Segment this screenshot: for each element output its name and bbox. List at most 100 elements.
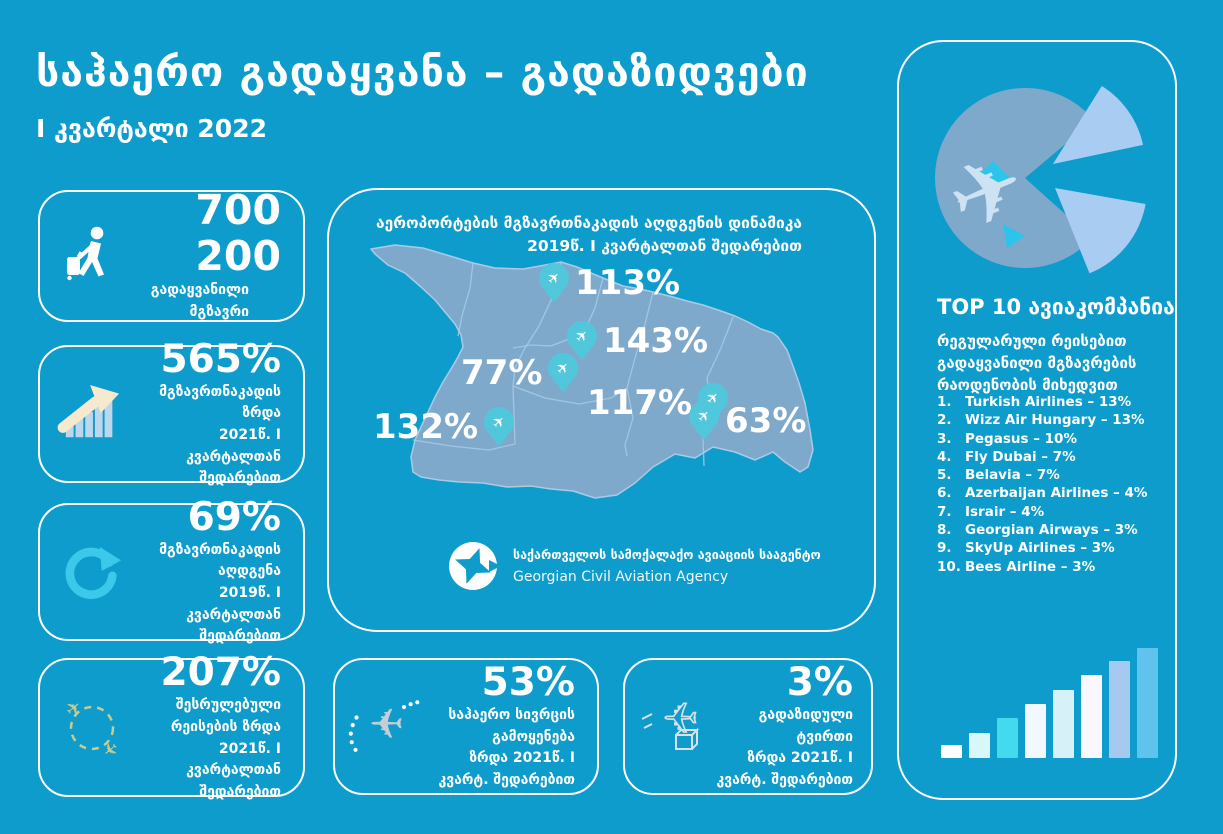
airline-item: 9. SkyUp Airlines – 3% (937, 539, 1159, 557)
bar (969, 733, 990, 758)
airport-marker: ✈ 113% (539, 263, 681, 303)
top10-subtitle-line2: გადაყვანილი მგზავრების (937, 354, 1137, 373)
bar (997, 718, 1018, 758)
airline-item: 3. Pegasus – 10% (937, 430, 1159, 448)
pie-chart-graphic: ✈ (933, 86, 1146, 274)
airport-recovery-value: 77% (461, 353, 543, 393)
planes-orbit-icon: ✈ ✈ (52, 696, 132, 760)
stat-card-passengers: 700 200 გადაყვანილი მგზავრი (38, 186, 305, 322)
growth-bars-chart (941, 648, 1158, 758)
top10-heading: TOP 10 ავიაკომპანია (937, 295, 1175, 319)
bar (1025, 704, 1046, 758)
bar (1109, 661, 1130, 758)
airline-label: Israir – 4% (965, 503, 1045, 520)
stat-label: მგზავრთნაკადის ზრდა (159, 383, 281, 422)
bar-chart-up-icon (52, 383, 132, 445)
airport-recovery-value: 63% (725, 401, 807, 441)
airport-map-panel: აეროპორტების მგზავრთნაკადის აღდგენის დინ… (327, 188, 876, 632)
airline-rank: 2. (937, 412, 952, 429)
stat-card-airspace: ✈ 53% საჰაერო სივრცის გამოყენება ზრდა 20… (333, 658, 599, 795)
stat-value: 3% (786, 660, 853, 706)
airline-item: 8. Georgian Airways – 3% (937, 521, 1159, 539)
stat-label: გადაზიდული ტვირთი (758, 706, 853, 745)
airline-list: 1. Turkish Airlines – 13% 2. Wizz Air Hung… (937, 393, 1159, 576)
top10-subtitle-line3: რაოდენობის მიხედვით (937, 376, 1118, 395)
stat-label: საჰაერო სივრცის გამოყენება (448, 706, 575, 745)
airport-recovery-value: 117% (587, 383, 693, 423)
stat-label: გადაყვანილი მგზავრი (150, 282, 249, 320)
stat-value: 69% (187, 494, 281, 540)
airport-marker: 77% ✈ (461, 353, 579, 393)
airport-recovery-value: 113% (575, 263, 681, 303)
airline-label: Georgian Airways – 3% (965, 522, 1138, 539)
stat-value: 565% (160, 336, 282, 382)
airline-label: Bees Airline – 3% (965, 558, 1096, 575)
airline-item: 6. Azerbaijan Airlines – 4% (937, 484, 1159, 502)
airport-recovery-value: 132% (373, 407, 479, 447)
airport-marker: 132% ✈ (373, 407, 515, 447)
stat-value: 700 200 (195, 186, 281, 281)
stat-card-cargo: ✈ 3% გადაზიდული ტვირთი ზრდა 2021წ. I კვა… (623, 658, 873, 795)
airline-rank: 10. (937, 558, 961, 575)
airplane-icon: ✈ (369, 699, 404, 748)
agency-logo-icon (449, 542, 499, 590)
airline-rank: 4. (937, 448, 952, 465)
airline-rank: 9. (937, 540, 952, 557)
stat-label: ზრდა 2021წ. I კვარტ. შედარებით (438, 750, 575, 789)
quarter-subtitle: I კვარტალი 2022 (36, 114, 267, 143)
top10-subtitle: რეგულარული რეისებით გადაყვანილი მგზავრებ… (937, 330, 1136, 396)
airplane-icon: ✈ (61, 696, 86, 722)
bar (1053, 690, 1074, 758)
airport-marker: ✈ 143% (567, 321, 709, 361)
airline-label: SkyUp Airlines – 3% (965, 540, 1115, 557)
stat-label: ზრდა 2021წ. I კვარტ. შედარებით (716, 750, 853, 789)
agency-name-english: Georgian Civil Aviation Agency (513, 569, 729, 585)
airline-rank: 3. (937, 430, 952, 447)
airplane-pin-icon: ✈ (567, 321, 597, 351)
stat-value: 207% (160, 650, 282, 696)
bar (1081, 675, 1102, 758)
bar (1137, 648, 1158, 758)
stat-label: შესრულებული რეისების ზრდა (170, 697, 281, 735)
airport-recovery-value: 143% (603, 321, 709, 361)
top10-panel: ✈ TOP 10 ავიაკომპანია რეგულარული რეისები… (897, 40, 1177, 800)
airline-label: Turkish Airlines – 13% (965, 394, 1132, 410)
bar (941, 745, 962, 758)
stat-label: 2019წ. I კვარტალთან შედარებით (186, 585, 281, 645)
airport-marker: ✈ 63% (689, 401, 807, 441)
airline-rank: 1. (937, 394, 952, 410)
airline-label: Fly Dubai – 7% (965, 448, 1076, 465)
airline-label: Wizz Air Hungary – 13% (965, 412, 1145, 429)
airline-item: 4. Fly Dubai – 7% (937, 448, 1159, 466)
top10-subtitle-line1: რეგულარული რეისებით (937, 332, 1127, 350)
airline-rank: 5. (937, 467, 952, 484)
airline-rank: 7. (937, 503, 952, 520)
airplane-pin-icon: ✈ (689, 401, 719, 431)
map-title-line2: 2019წ. I კვარტალთან შედარებით (527, 237, 802, 256)
plane-dotted-trail-icon: ✈ (345, 695, 425, 759)
airline-rank: 8. (937, 522, 952, 539)
agency-name-georgian: საქართველოს სამოქალაქო ავიაციის სააგენტო (513, 547, 821, 562)
airline-label: Azerbaijan Airlines – 4% (965, 485, 1148, 502)
airline-item: 7. Israir – 4% (937, 503, 1159, 521)
circular-arrow-icon (52, 541, 132, 603)
stat-card-flights: ✈ ✈ 207% შესრულებული რეისების ზრდა 2021წ… (38, 651, 305, 800)
airline-item: 2. Wizz Air Hungary – 13% (937, 411, 1159, 429)
airplane-pin-icon: ✈ (539, 263, 569, 293)
airline-label: Pegasus – 10% (965, 430, 1077, 447)
passenger-luggage-icon (52, 224, 132, 288)
map-title-line1: აეროპორტების მგზავრთნაკადის აღდგენის დინ… (376, 214, 802, 232)
stat-card-passenger-growth: 565% მგზავრთნაკადის ზრდა 2021წ. I კვარტა… (38, 338, 305, 486)
stat-label: 2021წ. I კვარტალთან შედარებით (186, 427, 281, 487)
stat-label: მგზავრთნაკადის აღდგენა (159, 541, 281, 580)
stat-value: 53% (481, 660, 575, 706)
cargo-plane-icon: ✈ (633, 695, 713, 759)
stat-card-recovery: 69% მგზავრთნაკადის აღდგენა 2019წ. I კვარ… (38, 496, 305, 644)
airline-label: Belavia – 7% (965, 467, 1060, 484)
map-title: აეროპორტების მგზავრთნაკადის აღდგენის დინ… (376, 212, 802, 259)
airline-item: 5. Belavia – 7% (937, 466, 1159, 484)
stat-label: 2021წ. I კვარტალთან შედარებით (186, 740, 281, 800)
aviation-agency-logo: საქართველოს სამოქალაქო ავიაციის სააგენტო… (447, 540, 821, 592)
page-title: საჰაერო გადაყვანა – გადაზიდვები (36, 48, 809, 96)
